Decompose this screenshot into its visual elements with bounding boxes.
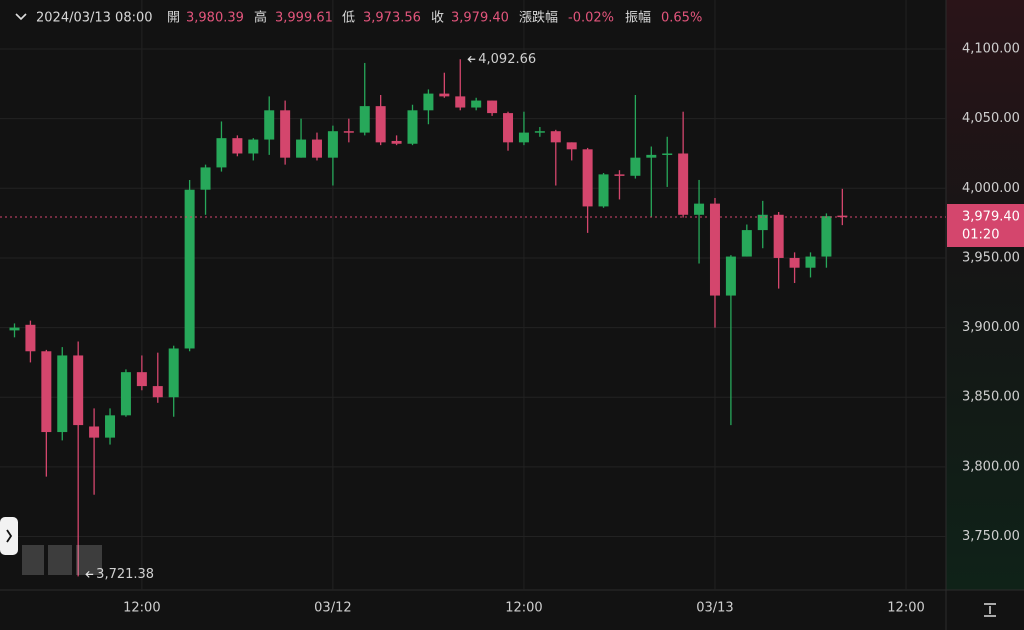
candle-body [630, 157, 641, 176]
candle-body [200, 167, 211, 190]
last-price-label: 3,979.40 [962, 210, 1020, 225]
candle-body [280, 110, 291, 158]
header-date: 2024/03/13 08:00 [36, 11, 153, 26]
annotation-label: 3,721.38 [96, 567, 154, 582]
candle-body [582, 149, 593, 207]
annotation-arrow [467, 55, 476, 63]
header-value: 3,979.40 [451, 11, 509, 26]
x-tick-label: 03/13 [696, 601, 733, 616]
candle-body [709, 203, 720, 296]
candle-body [741, 230, 752, 257]
y-tick-label: 3,850.00 [962, 390, 1020, 405]
x-tick-label: 03/12 [314, 601, 351, 616]
candle-body [57, 355, 68, 433]
candle-body [375, 106, 386, 143]
candle-body [120, 372, 131, 416]
candle-body [646, 154, 657, 158]
candle-body [757, 214, 768, 231]
header-value: 3,973.56 [363, 11, 421, 26]
candle-body [25, 324, 36, 352]
price-axis-panel [946, 0, 1024, 590]
x-tick-label: 12:00 [505, 601, 542, 616]
candle-body [471, 100, 482, 108]
expand-button[interactable] [0, 517, 18, 555]
y-tick-label: 4,050.00 [962, 111, 1020, 126]
y-tick-label: 4,000.00 [962, 181, 1020, 196]
candle-body [343, 131, 354, 133]
candle-body [391, 140, 402, 144]
candle-body [264, 110, 275, 140]
candle-body [41, 351, 52, 433]
candle-body [694, 203, 705, 215]
candle-body [216, 138, 227, 168]
candle-body [184, 189, 195, 349]
header-label: 振幅 [625, 11, 651, 26]
candle-body [311, 139, 322, 158]
candle-body [89, 426, 100, 438]
candle-body [566, 142, 577, 150]
candle-body [439, 93, 450, 97]
header-value: 0.65% [661, 11, 702, 26]
header-label: 開 [167, 11, 180, 26]
y-tick-label: 4,100.00 [962, 42, 1020, 57]
y-tick-label: 3,800.00 [962, 459, 1020, 474]
header-value: -0.02% [568, 11, 614, 26]
watermark [22, 545, 102, 575]
candle-body [614, 174, 625, 176]
candle-body [598, 174, 609, 207]
collapse-icon[interactable] [15, 13, 27, 21]
candle-body [662, 153, 673, 155]
candle-body [423, 93, 434, 111]
candle-body [550, 131, 561, 143]
annotation-arrow [85, 570, 94, 578]
header-label: 低 [342, 11, 355, 26]
labels: 3,750.00 3,800.00 3,850.00 3,900.00 3,950.00… [85, 42, 1024, 616]
candles [0, 59, 946, 577]
candle-body [407, 110, 418, 144]
reset-icon[interactable] [984, 603, 996, 617]
candle-body [821, 216, 832, 257]
candle-body [534, 131, 545, 133]
candle-body [725, 256, 736, 296]
y-tick-label: 3,950.00 [962, 250, 1020, 265]
candle-body [232, 138, 243, 154]
candle-body [837, 215, 848, 218]
header-value: 3,980.39 [186, 11, 244, 26]
candle-body [503, 113, 514, 143]
candle-body [105, 415, 116, 438]
candle-body [789, 257, 800, 268]
candle-body [248, 139, 259, 154]
header-label: 收 [431, 11, 444, 26]
candle-body [678, 153, 689, 215]
candle-body [455, 96, 466, 108]
candle-body [296, 139, 307, 158]
candle-body [136, 372, 147, 387]
y-tick-label: 3,750.00 [962, 529, 1020, 544]
candle-body [168, 348, 179, 398]
last-price-tag [947, 204, 1024, 248]
header-label: 漲跌幅 [519, 10, 558, 26]
x-tick-label: 12:00 [887, 601, 924, 616]
annotation-label: 4,092.66 [478, 52, 536, 67]
candle-body [73, 355, 84, 426]
candle-body [805, 256, 816, 268]
candle-body [327, 131, 338, 158]
candle-body [359, 106, 370, 133]
y-tick-label: 3,900.00 [962, 320, 1020, 335]
countdown: 01:20 [962, 228, 999, 243]
candle-body [9, 327, 20, 331]
header-value: 3,999.61 [275, 11, 333, 26]
candle-body [773, 214, 784, 258]
candle-body [152, 386, 163, 398]
candle-body [487, 100, 498, 114]
candle-body [518, 132, 529, 143]
header: 2024/03/13 08:00 開 3,980.39 高 3,999.61 低… [15, 10, 702, 26]
x-tick-label: 12:00 [123, 601, 160, 616]
expand-icon [6, 529, 13, 543]
header-label: 高 [254, 10, 267, 26]
